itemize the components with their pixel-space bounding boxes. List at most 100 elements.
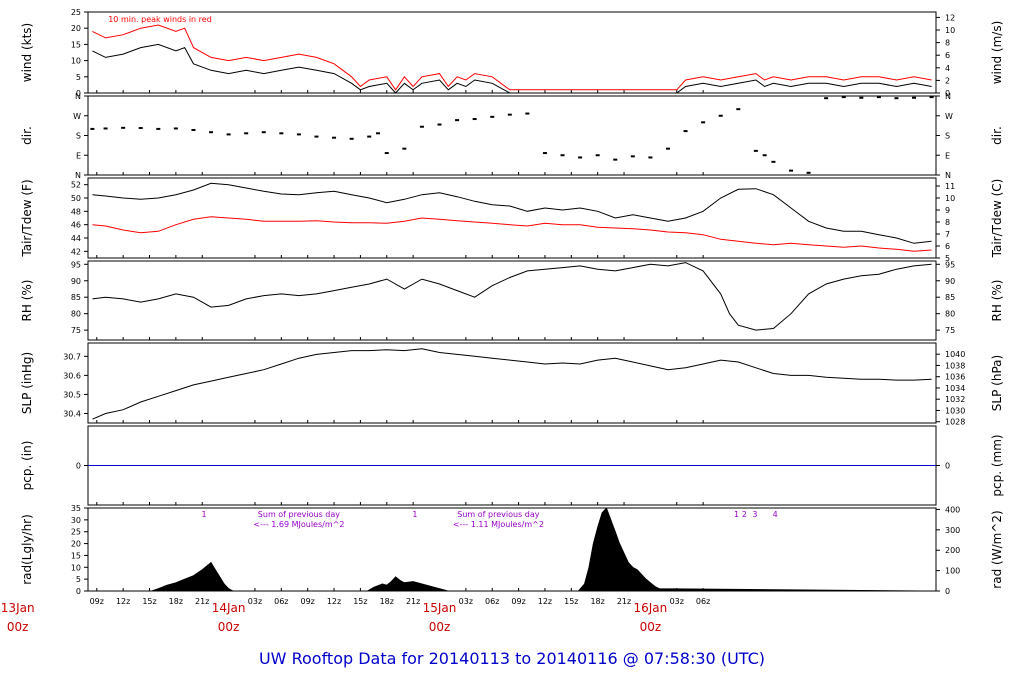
series-line-wind-0 xyxy=(92,43,932,94)
dir-point xyxy=(525,112,530,115)
right-tick-label-radiation: 0 xyxy=(945,587,950,596)
ylabel-left-temperature: Tair/Tdew (F) xyxy=(20,179,34,257)
right-tick-label-wind: 0 xyxy=(945,89,950,98)
right-tick-label-temperature: 7 xyxy=(945,230,950,239)
dir-point xyxy=(630,155,635,158)
right-tick-label-rh: 75 xyxy=(945,326,955,335)
radiation-annotation: 2 xyxy=(742,510,747,519)
ylabel-right-pcp: pcp. (mm) xyxy=(990,434,1004,496)
day-label-date: 14Jan xyxy=(212,601,246,615)
right-tick-label-temperature: 11 xyxy=(945,182,955,191)
left-tick-label-wind: 20 xyxy=(71,24,81,33)
dir-point xyxy=(209,131,214,134)
x-tick-label: 03z xyxy=(670,597,684,606)
series-line-wind-1 xyxy=(92,24,932,91)
left-tick-label-dir: S xyxy=(76,132,81,141)
dir-point xyxy=(665,147,670,150)
dir-point xyxy=(718,114,723,117)
dir-point xyxy=(542,152,547,155)
left-tick-label-rh: 75 xyxy=(71,326,81,335)
right-tick-label-temperature: 6 xyxy=(945,242,950,251)
panel-frame-temperature xyxy=(87,177,937,259)
right-tick-label-slp: 1034 xyxy=(945,384,965,393)
dir-point xyxy=(419,125,424,128)
right-tick-label-rh: 80 xyxy=(945,310,955,319)
dir-point xyxy=(771,160,776,163)
right-tick-label-rh: 85 xyxy=(945,293,955,302)
series-line-slp-0 xyxy=(92,348,932,420)
right-tick-label-radiation: 200 xyxy=(945,546,960,555)
day-label-time: 00z xyxy=(218,620,240,634)
radiation-annotation: 1 xyxy=(412,510,417,519)
left-tick-label-rh: 95 xyxy=(71,260,81,269)
dir-point xyxy=(244,132,249,135)
radiation-annotation: 1 xyxy=(734,510,739,519)
dir-point xyxy=(261,131,266,134)
day-label-time: 00z xyxy=(7,620,29,634)
dir-point xyxy=(806,171,811,174)
dir-point xyxy=(929,96,934,99)
left-tick-label-slp: 30.5 xyxy=(63,390,81,399)
left-tick-label-radiation: 5 xyxy=(76,575,81,584)
day-label-date: 15Jan xyxy=(423,601,457,615)
right-tick-label-dir: W xyxy=(945,112,953,121)
left-tick-label-rh: 80 xyxy=(71,310,81,319)
left-tick-label-temperature: 48 xyxy=(71,207,81,216)
radiation-annotation: Sum of previous day xyxy=(258,510,340,519)
dir-point xyxy=(437,123,442,126)
x-tick-label: 21z xyxy=(406,597,420,606)
panel-frame-wind xyxy=(87,11,937,94)
right-tick-label-rh: 90 xyxy=(945,277,955,286)
left-tick-label-radiation: 20 xyxy=(71,540,81,549)
x-tick-label: 21z xyxy=(195,597,209,606)
day-label-time: 00z xyxy=(640,620,662,634)
right-tick-label-rh: 95 xyxy=(945,260,955,269)
panel-frame-dir xyxy=(87,95,937,176)
left-tick-label-slp: 30.4 xyxy=(63,409,81,418)
right-tick-label-dir: N xyxy=(945,92,951,101)
x-tick-label: 03z xyxy=(248,597,262,606)
dir-point xyxy=(296,133,301,136)
dir-point xyxy=(560,154,565,157)
x-tick-label: 06z xyxy=(274,597,288,606)
x-tick-label: 15z xyxy=(564,597,578,606)
dir-point xyxy=(789,169,794,172)
left-tick-label-wind: 25 xyxy=(71,8,81,17)
dir-point xyxy=(841,96,846,99)
ylabel-right-dir: dir. xyxy=(990,126,1004,145)
dir-point xyxy=(103,127,108,130)
left-tick-label-slp: 30.7 xyxy=(63,352,81,361)
dir-point xyxy=(472,118,477,121)
dir-point xyxy=(367,135,372,138)
dir-point xyxy=(138,127,143,130)
ylabel-right-radiation: rad (W/m^2) xyxy=(990,510,1004,588)
right-tick-label-slp: 1032 xyxy=(945,395,965,404)
dir-point xyxy=(507,113,512,116)
series-line-rh-0 xyxy=(92,262,932,331)
panel-frame-rh xyxy=(87,260,937,341)
ylabel-right-wind: wind (m/s) xyxy=(990,21,1004,85)
ylabel-right-rh: RH (%) xyxy=(990,280,1004,322)
right-tick-label-slp: 1040 xyxy=(945,350,965,359)
dir-point xyxy=(90,127,95,130)
x-tick-label: 18z xyxy=(169,597,183,606)
dir-point xyxy=(762,154,767,157)
right-tick-label-radiation: 300 xyxy=(945,526,960,535)
right-tick-label-slp: 1028 xyxy=(945,418,965,427)
radiation-annotation: <--- 1.11 MJoules/m^2 xyxy=(453,520,544,529)
x-tick-label: 12z xyxy=(116,597,130,606)
radiation-annotation: <--- 1.69 MJoules/m^2 xyxy=(253,520,344,529)
x-tick-label: 18z xyxy=(590,597,604,606)
right-tick-label-temperature: 5 xyxy=(945,254,950,263)
right-tick-label-temperature: 8 xyxy=(945,218,950,227)
ylabel-right-temperature: Tair/Tdew (C) xyxy=(990,179,1004,259)
dir-point xyxy=(279,132,284,135)
right-tick-label-slp: 1038 xyxy=(945,361,965,370)
dir-point xyxy=(490,115,495,118)
left-tick-label-temperature: 42 xyxy=(71,247,81,256)
left-tick-label-wind: 10 xyxy=(71,57,81,66)
right-tick-label-wind: 8 xyxy=(945,39,950,48)
radiation-area xyxy=(88,507,937,592)
radiation-annotation: 1 xyxy=(201,510,206,519)
